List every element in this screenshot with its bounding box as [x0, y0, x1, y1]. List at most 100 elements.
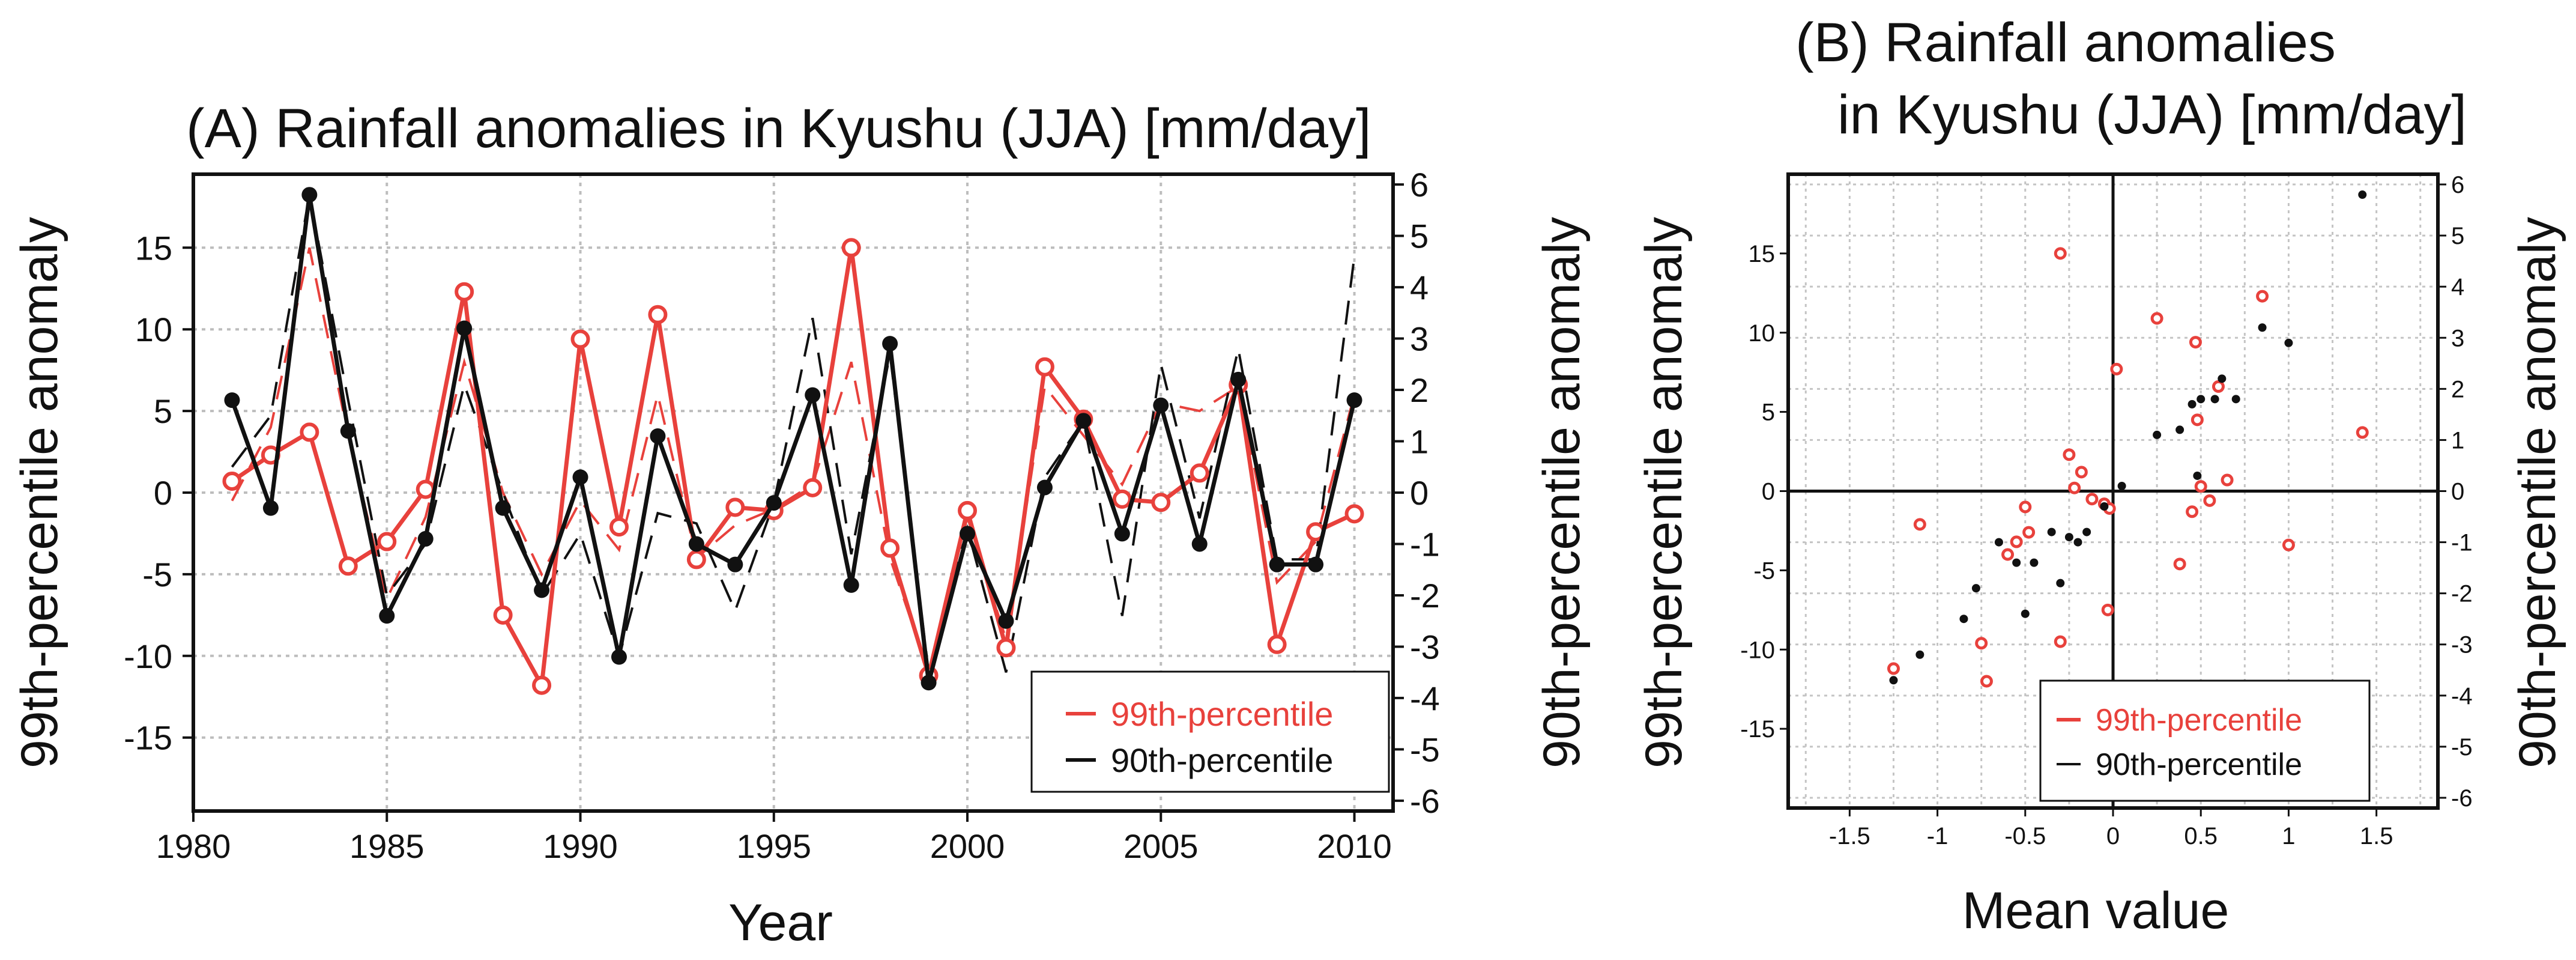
panel-b: (B) Rainfall anomalies in Kyushu (JJA) [… [1635, 12, 2566, 940]
ytick-right-label-a--1: -1 [1410, 525, 1440, 563]
ytick-left-label-b--5: -5 [1753, 557, 1775, 584]
point-b-90th-12 [2082, 527, 2091, 536]
ytick-left-label-a--5: -5 [142, 556, 172, 594]
point-b-90th-11 [2073, 538, 2082, 547]
point-a-99th-1989 [532, 675, 552, 695]
ytick-left-label-b-10: 10 [1749, 320, 1776, 347]
xtick-label-b-3: 0 [2106, 823, 2120, 849]
point-a-90th-1985 [379, 608, 395, 624]
point-a-99th-2001 [996, 638, 1016, 658]
point-b-90th-13 [2100, 502, 2109, 511]
point-b-99th-21 [2189, 336, 2202, 349]
ytick-right-label-a-2: 2 [1410, 371, 1429, 409]
series-a-line-90th [230, 192, 1356, 685]
point-b-90th-9 [2056, 579, 2065, 588]
point-a-90th-2001 [998, 613, 1014, 629]
point-b-99th-6 [2019, 500, 2032, 514]
panel-a-xlabel: Year [728, 894, 833, 952]
series-a-dashed-1 [231, 194, 1356, 673]
ytick-left-label-a-10: 10 [135, 311, 172, 348]
point-a-99th-1993 [686, 550, 706, 570]
panel-a-legend: 99th-percentile 90th-percentile [1030, 670, 1390, 793]
point-a-90th-1991 [611, 649, 627, 665]
xtick-label-a-1980: 1980 [156, 827, 231, 865]
point-b-99th-29 [2356, 426, 2369, 439]
panel-a-legend-box [1030, 670, 1390, 793]
panel-b-ylabel-left: 99th-percentile anomaly [1635, 217, 1693, 768]
point-b-99th-13 [2085, 493, 2099, 506]
ytick-left-label-a-5: 5 [154, 392, 172, 430]
point-a-90th-2008 [1269, 556, 1285, 573]
xtick-label-b-6: 1.5 [2360, 823, 2393, 849]
point-a-90th-2003 [1075, 413, 1092, 429]
point-a-90th-1983 [301, 187, 318, 203]
point-b-90th-18 [2197, 395, 2206, 404]
point-a-99th-1983 [300, 422, 319, 442]
panel-a-ylabel-right: 90th-percentile anomaly [1533, 217, 1591, 768]
point-b-99th-11 [2068, 481, 2081, 494]
ytick-right-label-b--6: -6 [2451, 785, 2473, 812]
point-a-99th-1981 [222, 471, 242, 491]
xtick-label-a-1995: 1995 [736, 827, 811, 865]
point-b-90th-2 [1959, 615, 1968, 624]
xtick-label-b-0: -1.5 [1829, 823, 1870, 849]
point-a-99th-1996 [803, 478, 823, 497]
point-b-99th-17 [2110, 362, 2123, 375]
point-a-90th-2010 [1346, 392, 1362, 409]
series-a-line-99th [231, 245, 1356, 688]
xtick-label-a-2005: 2005 [1123, 827, 1199, 865]
ytick-left-label-b-15: 15 [1749, 241, 1776, 267]
point-a-99th-2006 [1190, 463, 1209, 483]
point-b-99th-8 [2054, 635, 2067, 648]
point-b-99th-7 [2022, 526, 2036, 539]
point-a-90th-1993 [688, 536, 704, 552]
ytick-right-label-b-1: 1 [2451, 427, 2464, 454]
panel-a-ylabel-left: 99th-percentile anomaly [11, 217, 68, 768]
point-a-90th-1990 [572, 469, 588, 485]
ytick-right-label-b--1: -1 [2451, 530, 2473, 556]
series-a-dashed-0 [231, 247, 1356, 677]
point-b-99th-3 [1980, 675, 1993, 688]
point-a-90th-1998 [882, 336, 898, 352]
point-b-90th-1 [1915, 650, 1924, 659]
ytick-right-label-b-3: 3 [2451, 325, 2464, 351]
ytick-left-label-b-0: 0 [1762, 479, 1775, 505]
point-b-90th-6 [2021, 609, 2030, 618]
point-b-90th-23 [2258, 323, 2267, 332]
ytick-right-label-b-5: 5 [2451, 223, 2464, 249]
panel-b-marks [1887, 190, 2369, 688]
point-a-99th-1988 [493, 605, 513, 625]
point-b-90th-17 [2187, 399, 2197, 409]
point-a-90th-2000 [960, 526, 976, 542]
point-b-99th-10 [2063, 448, 2076, 461]
point-b-99th-20 [2186, 505, 2199, 518]
ytick-left-label-b-5: 5 [1762, 399, 1775, 426]
ytick-right-label-b--3: -3 [2451, 632, 2473, 658]
xtick-label-b-5: 1 [2282, 823, 2295, 849]
point-b-90th-7 [2030, 558, 2039, 567]
point-a-99th-1987 [455, 282, 474, 302]
point-a-99th-2008 [1267, 634, 1287, 654]
point-a-99th-1985 [377, 532, 397, 551]
panel-a-marks [222, 187, 1364, 695]
point-b-90th-0 [1889, 676, 1898, 685]
panel-b-legend-box [2039, 679, 2371, 802]
ytick-right-label-b--5: -5 [2451, 734, 2473, 761]
point-a-90th-1988 [495, 500, 511, 516]
ytick-right-label-a--4: -4 [1410, 679, 1440, 717]
point-b-99th-27 [2256, 290, 2269, 303]
point-b-90th-16 [2175, 425, 2184, 434]
ytick-right-label-a-1: 1 [1410, 423, 1429, 461]
point-a-99th-1992 [648, 305, 668, 324]
point-b-99th-23 [2194, 480, 2207, 493]
point-b-99th-5 [2010, 535, 2023, 548]
point-a-90th-2002 [1036, 479, 1053, 496]
point-a-90th-1986 [417, 530, 434, 547]
xtick-label-b-2: -0.5 [2004, 823, 2046, 849]
panel-a-ticks: 1980 1985 1990 1995 2000 2005 2010-15-10-50510… [124, 166, 1440, 865]
point-b-99th-0 [1887, 662, 1900, 675]
point-a-90th-2004 [1114, 526, 1130, 542]
ytick-right-label-a--5: -5 [1410, 731, 1440, 768]
ytick-left-label-a-0: 0 [154, 474, 172, 512]
